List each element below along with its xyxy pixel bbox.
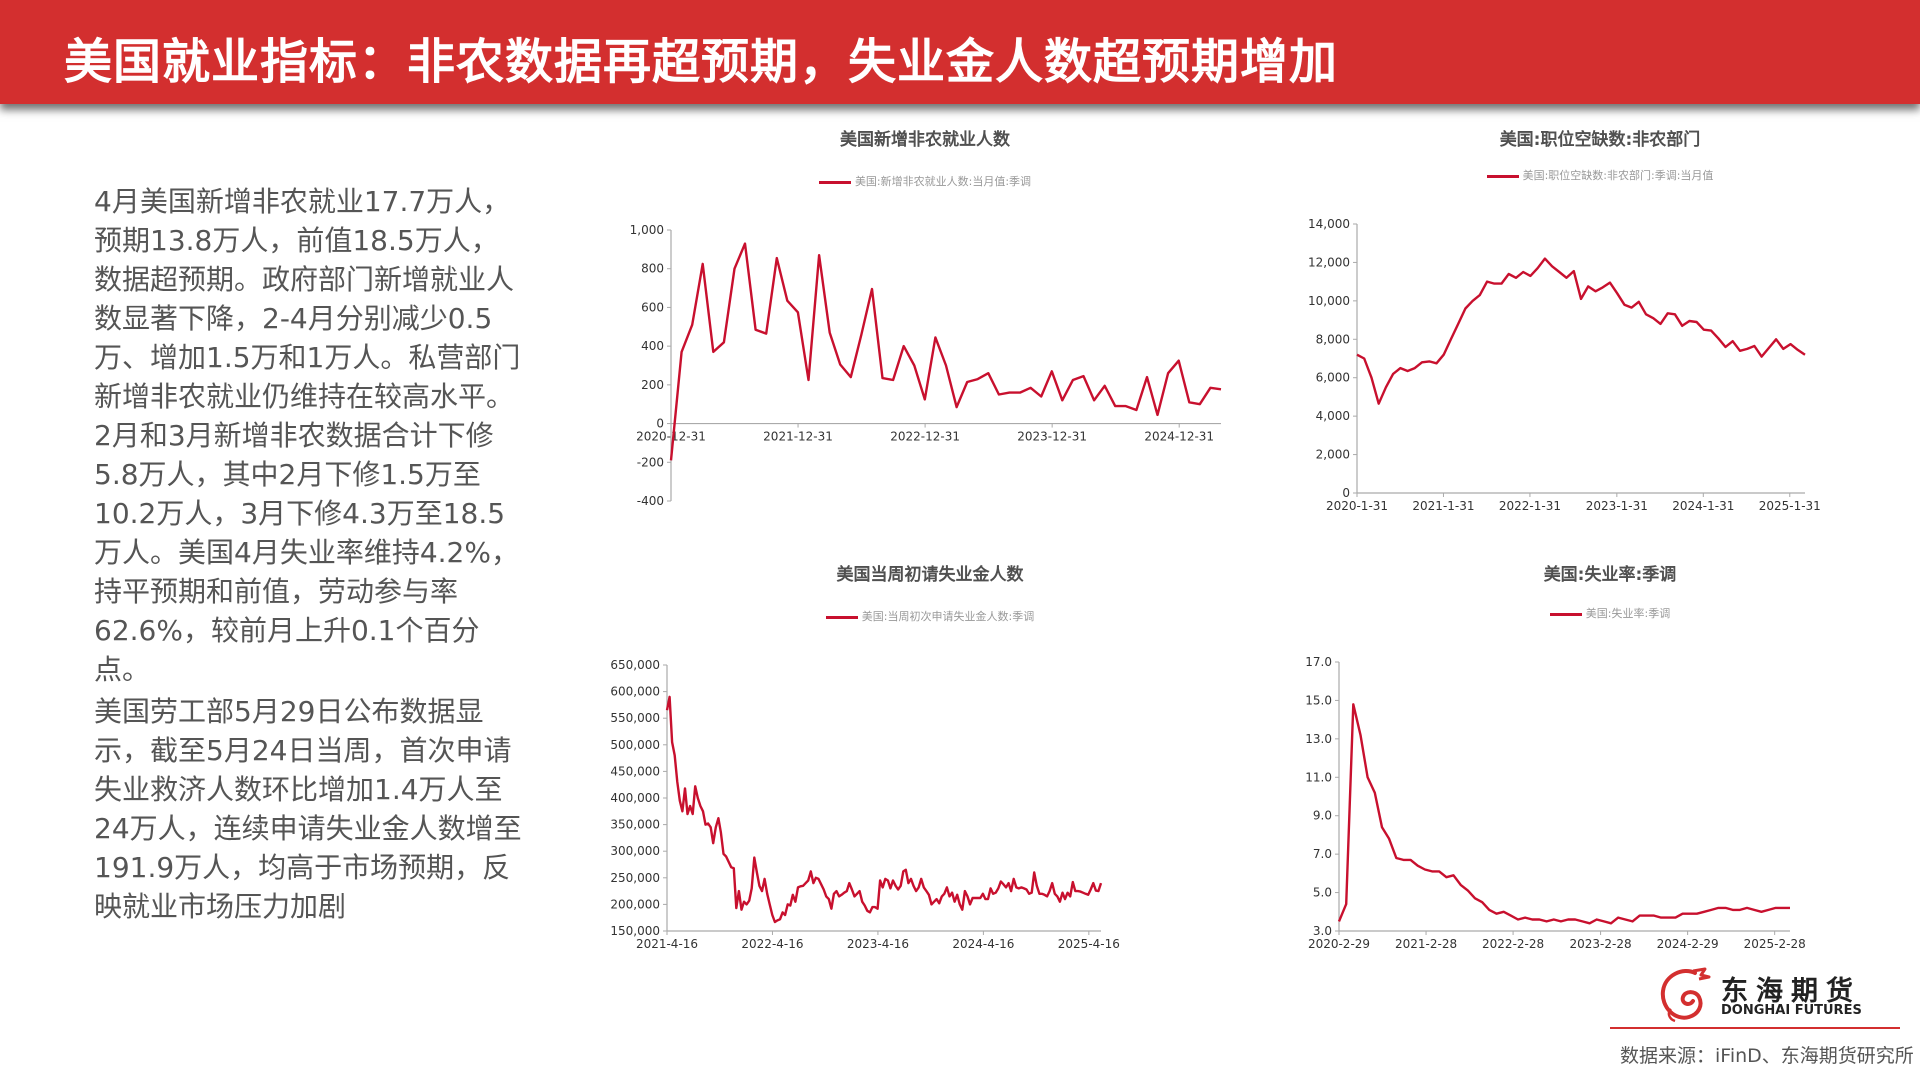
svg-text:2023-4-16: 2023-4-16 <box>847 937 909 951</box>
svg-text:2022-1-31: 2022-1-31 <box>1499 499 1561 513</box>
chart-title: 美国新增非农就业人数 <box>840 130 1010 150</box>
svg-text:550,000: 550,000 <box>610 711 660 725</box>
svg-text:2023-12-31: 2023-12-31 <box>1017 430 1087 444</box>
svg-text:2021-12-31: 2021-12-31 <box>763 430 833 444</box>
svg-text:5.0: 5.0 <box>1313 886 1332 900</box>
chart-unemployment-rate: 美国:失业率:季调 美国:失业率:季调 17.0 15.0 13.0 11.0 9.0 7… <box>1300 555 1920 955</box>
svg-text:1,000: 1,000 <box>630 223 664 237</box>
svg-text:300,000: 300,000 <box>610 844 660 858</box>
svg-text:2022-12-31: 2022-12-31 <box>890 430 960 444</box>
chart-plot: 14,00012,00010,0008,0006,0004,0002,00002… <box>1308 217 1821 513</box>
footer-divider <box>1610 1027 1900 1029</box>
svg-text:15.0: 15.0 <box>1305 693 1332 707</box>
chart-initial-claims: 美国当周初请失业金人数 美国:当周初次申请失业金人数:季调 650,000 600… <box>600 555 1260 955</box>
svg-text:600,000: 600,000 <box>610 685 660 699</box>
chart-job-openings: 美国:职位空缺数:非农部门 美国:职位空缺数:非农部门:季调:当月值 14,00… <box>1300 115 1900 525</box>
svg-text:2021-1-31: 2021-1-31 <box>1412 499 1474 513</box>
svg-text:12,000: 12,000 <box>1308 255 1350 269</box>
svg-text:400,000: 400,000 <box>610 791 660 805</box>
svg-text:8,000: 8,000 <box>1316 332 1350 346</box>
legend-label: 美国:职位空缺数:非农部门:季调:当月值 <box>1522 169 1714 182</box>
dragon-logo-icon <box>1660 967 1711 1023</box>
svg-text:-200: -200 <box>637 455 664 469</box>
legend-line-icon <box>1486 174 1519 178</box>
svg-text:3.0: 3.0 <box>1313 924 1332 938</box>
chart-title: 美国当周初请失业金人数 <box>836 565 1024 585</box>
chart-plot: 650,000 600,000 550,000 500,000 450,000 400,0… <box>610 658 1120 951</box>
svg-text:2022-4-16: 2022-4-16 <box>741 937 803 951</box>
svg-text:250,000: 250,000 <box>610 871 660 885</box>
svg-text:0: 0 <box>656 417 664 431</box>
legend-label: 美国:失业率:季调 <box>1585 607 1671 620</box>
svg-text:350,000: 350,000 <box>610 818 660 832</box>
data-source: 数据来源：iFinD、东海期货研究所 <box>1620 1045 1914 1067</box>
svg-text:400: 400 <box>641 339 664 353</box>
svg-text:2024-2-29: 2024-2-29 <box>1657 937 1719 951</box>
donghai-logo: 东海期货 DONGHAI FUTURES <box>1655 965 1862 1025</box>
svg-text:10,000: 10,000 <box>1308 294 1350 308</box>
svg-text:7.0: 7.0 <box>1313 847 1332 861</box>
svg-text:4,000: 4,000 <box>1316 409 1350 423</box>
svg-text:2024-1-31: 2024-1-31 <box>1672 499 1734 513</box>
svg-text:9.0: 9.0 <box>1313 809 1332 823</box>
chart-title: 美国:失业率:季调 <box>1543 565 1677 585</box>
svg-text:0: 0 <box>1342 486 1350 500</box>
legend-line-icon <box>1549 612 1582 616</box>
chart-legend: 美国:失业率:季调 <box>1300 605 1920 621</box>
svg-text:2024-4-16: 2024-4-16 <box>952 937 1014 951</box>
svg-text:200: 200 <box>641 378 664 392</box>
svg-text:14,000: 14,000 <box>1308 217 1350 231</box>
logo-english-name: DONGHAI FUTURES <box>1721 1003 1862 1018</box>
chart-nonfarm-payrolls: 美国新增非农就业人数 美国:新增非农就业人数:当月值:季调 1,000 800 60… <box>610 115 1240 525</box>
svg-text:2022-2-28: 2022-2-28 <box>1482 937 1544 951</box>
chart-legend: 美国:当周初次申请失业金人数:季调 <box>600 608 1260 624</box>
svg-text:650,000: 650,000 <box>610 658 660 672</box>
chart-legend: 美国:新增非农就业人数:当月值:季调 <box>610 173 1240 189</box>
svg-text:200,000: 200,000 <box>610 897 660 911</box>
svg-text:2021-2-28: 2021-2-28 <box>1395 937 1457 951</box>
commentary-paragraph-2: 美国劳工部5月29日公布数据显示，截至5月24日当周，首次申请失业救济人数环比增… <box>94 695 522 923</box>
svg-text:2020-1-31: 2020-1-31 <box>1326 499 1388 513</box>
page-title: 美国就业指标：非农数据再超预期，失业金人数超预期增加 <box>64 34 1339 90</box>
svg-text:150,000: 150,000 <box>610 924 660 938</box>
svg-text:800: 800 <box>641 262 664 276</box>
header-bar: 美国就业指标：非农数据再超预期，失业金人数超预期增加 <box>0 0 1920 104</box>
chart-legend: 美国:职位空缺数:非农部门:季调:当月值 <box>1300 167 1900 183</box>
legend-line-icon <box>825 615 858 619</box>
legend-line-icon <box>818 180 851 184</box>
legend-label: 美国:新增非农就业人数:当月值:季调 <box>854 175 1032 188</box>
commentary-paragraph-1: 4月美国新增非农就业17.7万人，预期13.8万人，前值18.5万人，数据超预期… <box>94 185 521 686</box>
svg-text:2020-2-29: 2020-2-29 <box>1308 937 1370 951</box>
chart-plot: 1,000 800 600 400 200 0 -200 -400 2020-12-31 2021… <box>630 223 1222 508</box>
svg-text:600: 600 <box>641 300 664 314</box>
svg-text:2,000: 2,000 <box>1316 448 1350 462</box>
svg-text:-400: -400 <box>637 494 664 508</box>
svg-text:450,000: 450,000 <box>610 764 660 778</box>
legend-label: 美国:当周初次申请失业金人数:季调 <box>861 610 1035 623</box>
chart-title: 美国:职位空缺数:非农部门 <box>1499 130 1701 150</box>
svg-text:2025-1-31: 2025-1-31 <box>1759 499 1821 513</box>
svg-text:6,000: 6,000 <box>1316 371 1350 385</box>
svg-text:2020-12-31: 2020-12-31 <box>636 430 706 444</box>
svg-text:2021-4-16: 2021-4-16 <box>636 937 698 951</box>
svg-text:2023-1-31: 2023-1-31 <box>1586 499 1648 513</box>
svg-text:2025-4-16: 2025-4-16 <box>1058 937 1120 951</box>
svg-text:2023-2-28: 2023-2-28 <box>1570 937 1632 951</box>
svg-text:500,000: 500,000 <box>610 738 660 752</box>
svg-text:17.0: 17.0 <box>1305 655 1332 669</box>
svg-text:11.0: 11.0 <box>1305 770 1332 784</box>
svg-text:2025-2-28: 2025-2-28 <box>1744 937 1806 951</box>
svg-text:13.0: 13.0 <box>1305 732 1332 746</box>
logo-chinese-name: 东海期货 <box>1721 976 1861 1007</box>
svg-text:2024-12-31: 2024-12-31 <box>1144 430 1214 444</box>
